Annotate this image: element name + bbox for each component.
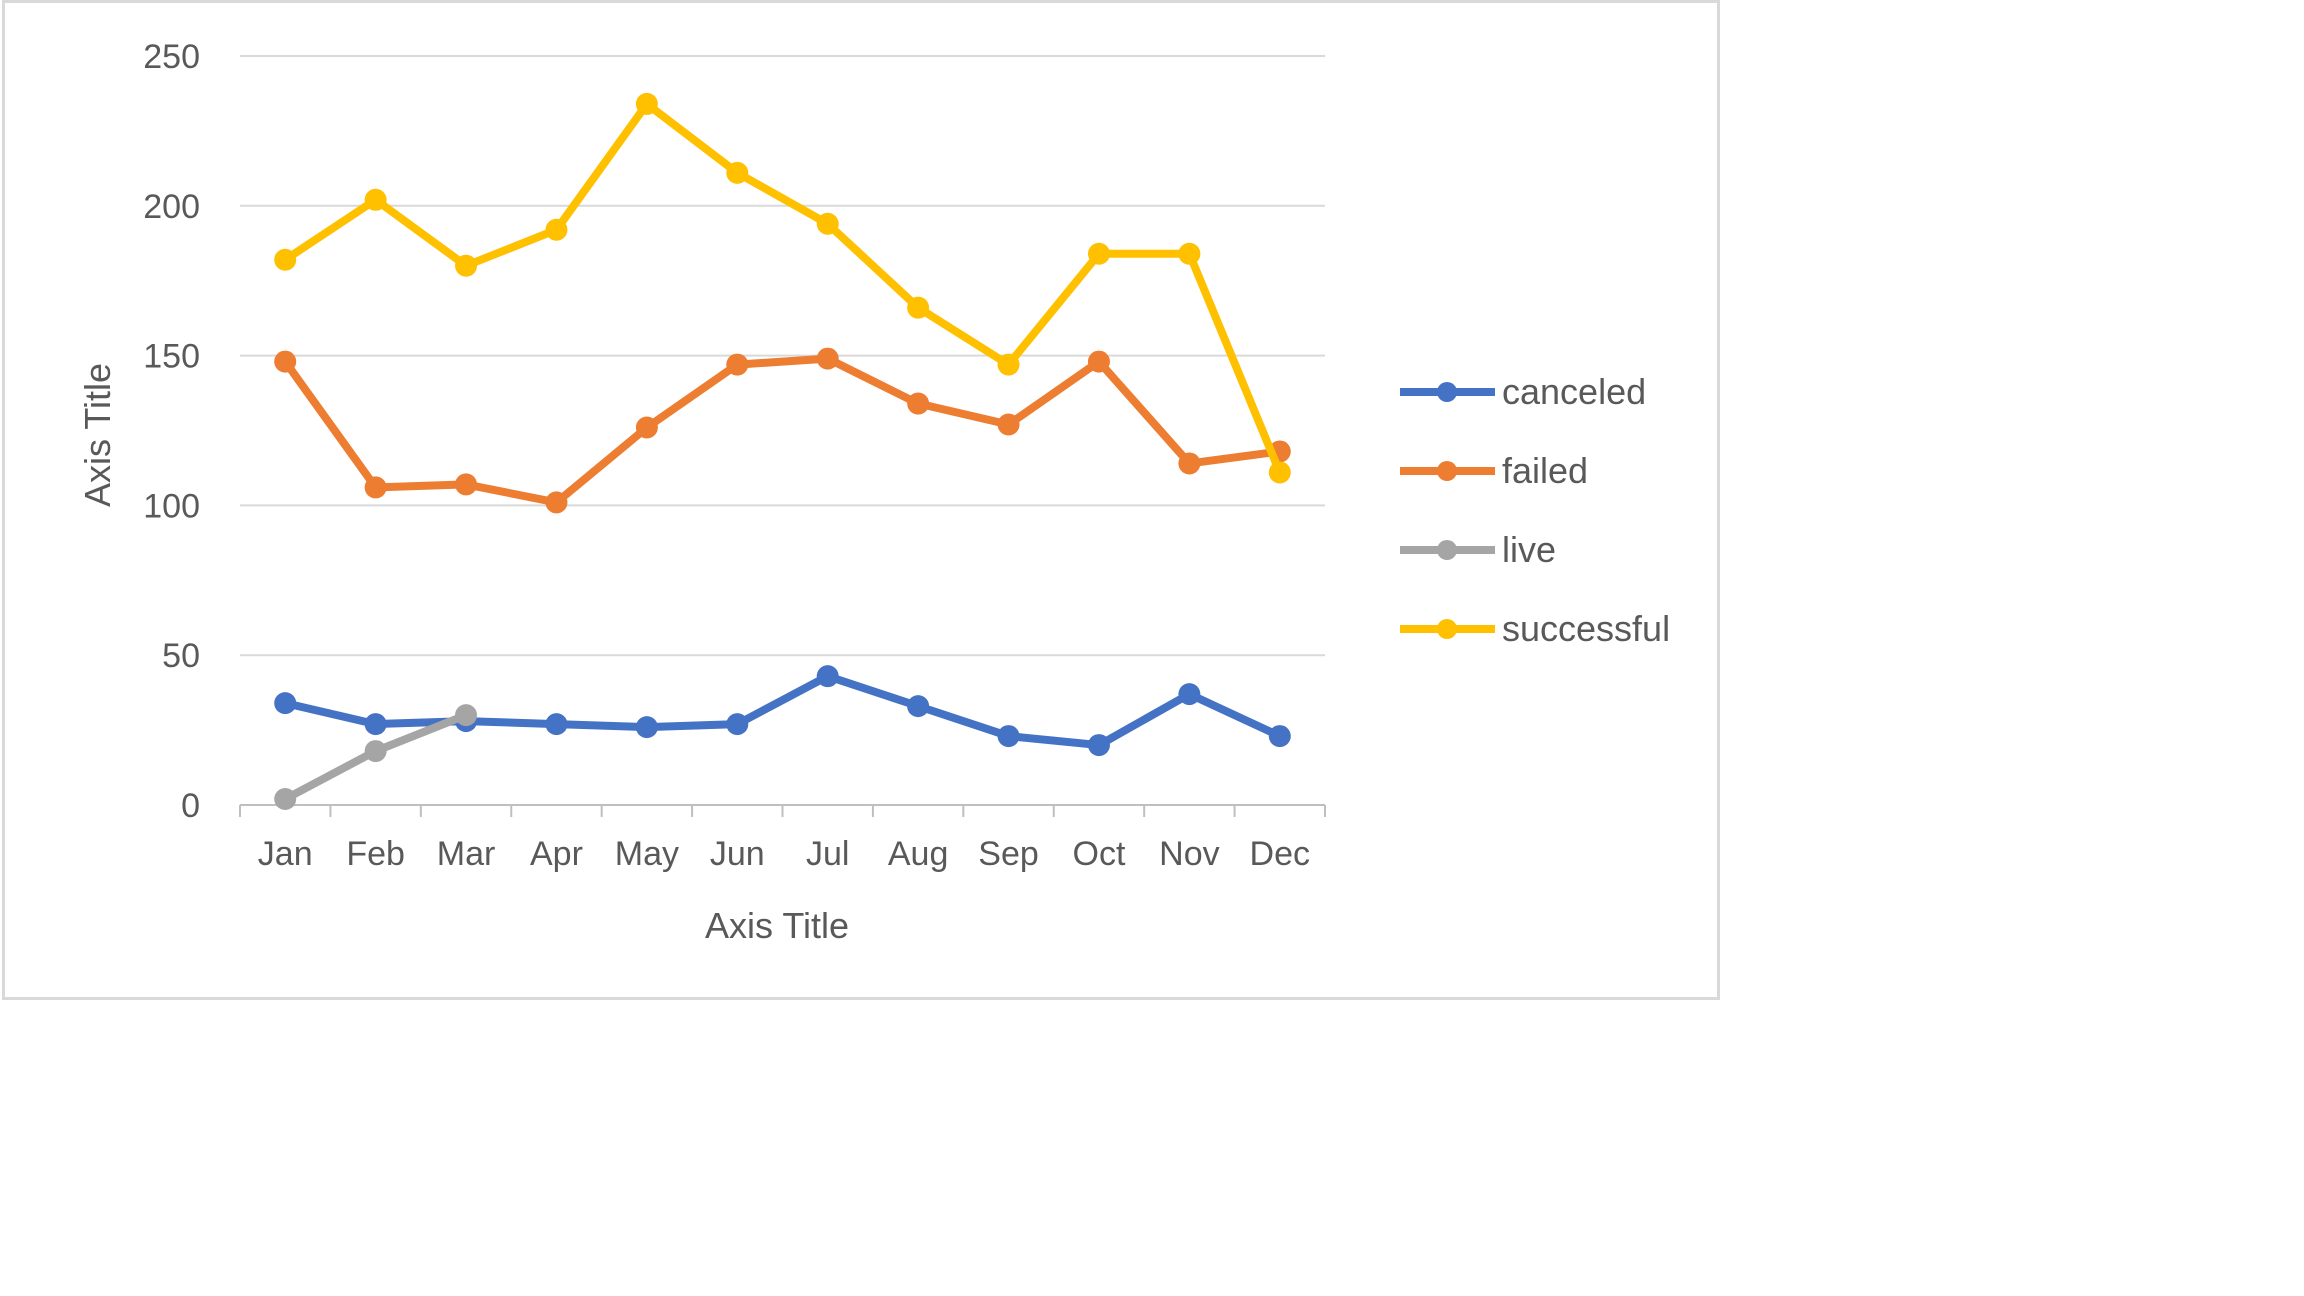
data-point-successful: [1087, 242, 1110, 265]
data-point-successful: [1178, 242, 1201, 265]
series-failed: [274, 347, 1291, 514]
x-tick-label: Aug: [888, 835, 949, 873]
legend-marker: [1437, 619, 1457, 639]
data-point-successful: [274, 248, 297, 271]
data-point-canceled: [1268, 725, 1291, 748]
data-point-successful: [816, 212, 839, 235]
x-tick-label: Jul: [806, 835, 849, 873]
legend: canceled failed live successful: [1400, 371, 1670, 649]
y-tick-label: 0: [181, 787, 200, 825]
data-point-failed: [816, 347, 839, 370]
y-tick-label: 150: [143, 338, 200, 376]
data-point-canceled: [364, 713, 387, 736]
data-point-live: [364, 740, 387, 763]
data-point-canceled: [274, 692, 297, 715]
legend-item-canceled: canceled: [1400, 371, 1646, 412]
data-point-successful: [364, 188, 387, 211]
data-point-canceled: [907, 695, 930, 718]
y-tick-label: 100: [143, 487, 200, 525]
data-point-failed: [455, 473, 478, 496]
x-tick-label: Nov: [1159, 835, 1219, 873]
series-line-canceled: [281, 672, 1284, 750]
data-point-failed: [364, 476, 387, 499]
data-point-failed: [997, 413, 1020, 436]
series-live: [274, 704, 478, 811]
data-point-successful: [726, 161, 749, 184]
data-point-successful: [455, 254, 478, 277]
data-point-failed: [545, 491, 568, 514]
x-tick-labels: Jan Feb Mar Apr May Jun Jul Aug Sep Oct Nov Dec: [258, 835, 1310, 873]
y-axis-title: Axis Title: [77, 363, 118, 507]
data-point-failed: [274, 350, 297, 373]
series-successful: [274, 92, 1291, 484]
x-tick-label: Mar: [437, 835, 496, 873]
y-tick-label: 50: [162, 637, 200, 675]
data-point-failed: [635, 416, 658, 439]
legend-item-failed: failed: [1400, 450, 1588, 491]
data-point-canceled: [726, 713, 749, 736]
data-point-live: [455, 704, 478, 727]
data-point-canceled: [635, 716, 658, 739]
legend-marker: [1437, 382, 1457, 402]
data-point-successful: [635, 92, 658, 115]
data-point-successful: [907, 296, 930, 319]
x-tick-label: Sep: [978, 835, 1039, 873]
y-tick-label: 250: [143, 38, 200, 76]
data-point-failed: [1087, 350, 1110, 373]
chart-frame: 0 50 100 150 200 250 Jan Feb Mar Apr May Jun Jul Aug…: [2, 0, 1720, 1000]
data-point-canceled: [1178, 683, 1201, 706]
legend-marker: [1437, 461, 1457, 481]
data-point-successful: [545, 218, 568, 241]
data-point-canceled: [1087, 734, 1110, 757]
x-tick-label: Oct: [1073, 835, 1126, 873]
data-point-failed: [726, 353, 749, 376]
y-tick-label: 200: [143, 188, 200, 226]
data-point-canceled: [997, 725, 1020, 748]
x-tick-label: May: [615, 835, 679, 873]
x-tick-label: Feb: [346, 835, 405, 873]
data-point-canceled: [816, 665, 839, 688]
legend-label: live: [1502, 529, 1556, 570]
data-point-failed: [907, 392, 930, 415]
x-tick-label: Dec: [1250, 835, 1310, 873]
legend-marker: [1437, 540, 1457, 560]
legend-item-live: live: [1400, 529, 1556, 570]
data-point-successful: [997, 353, 1020, 376]
legend-label: canceled: [1502, 371, 1646, 412]
line-chart: 0 50 100 150 200 250 Jan Feb Mar Apr May Jun Jul Aug…: [77, 38, 1670, 946]
y-axis: 0 50 100 150 200 250: [143, 38, 200, 825]
data-point-successful: [1268, 461, 1291, 484]
series-line-successful: [281, 99, 1284, 477]
data-point-failed: [1178, 452, 1201, 475]
series-canceled: [274, 665, 1291, 757]
x-tick-label: Apr: [530, 835, 583, 873]
gridlines: [240, 55, 1325, 657]
x-axis-title: Axis Title: [705, 905, 849, 946]
series-lines: [274, 92, 1291, 811]
data-point-live: [274, 788, 297, 811]
data-point-canceled: [545, 713, 568, 736]
series-line-failed: [281, 354, 1284, 507]
x-tick-label: Jan: [258, 835, 313, 873]
legend-label: successful: [1502, 608, 1670, 649]
x-axis: [239, 804, 1326, 817]
x-tick-label: Jun: [710, 835, 765, 873]
legend-item-successful: successful: [1400, 608, 1670, 649]
legend-label: failed: [1502, 450, 1588, 491]
